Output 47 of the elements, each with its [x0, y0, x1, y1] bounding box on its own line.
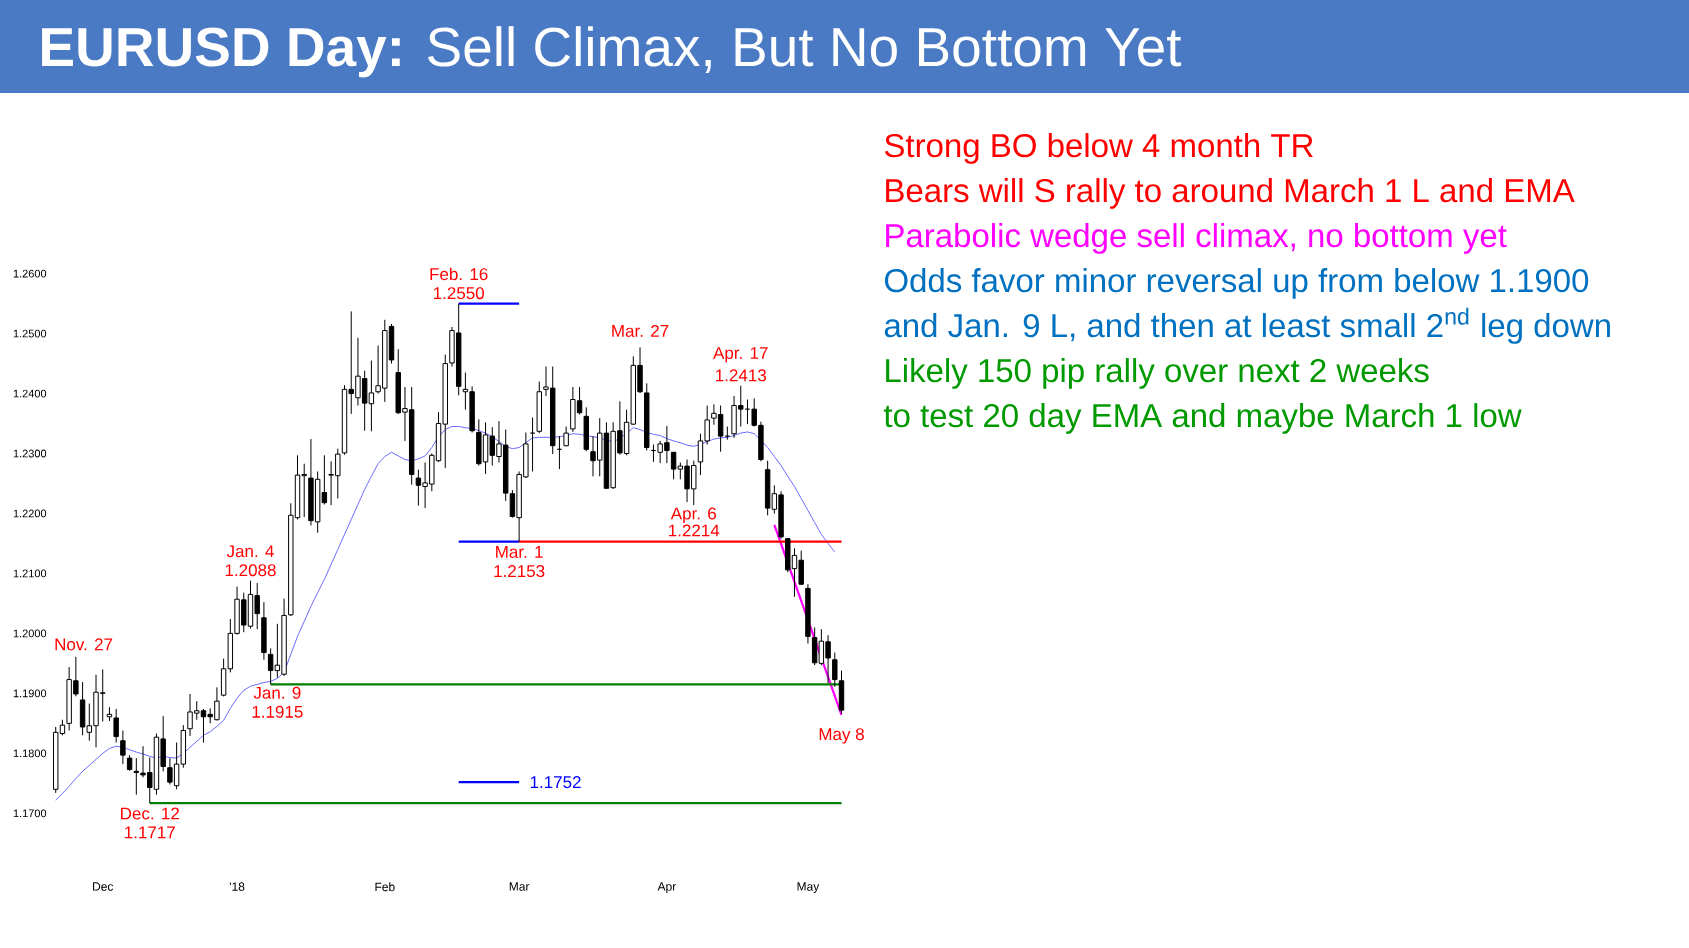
- annotation: 1.1915: [252, 705, 303, 718]
- annotation: 1.1717: [125, 826, 175, 839]
- y-tick-label: 1.2500: [13, 329, 47, 338]
- annotation: 1.2088: [225, 564, 276, 577]
- series-label: 1.1752: [530, 776, 581, 789]
- y-tick-label: 1.2100: [13, 569, 47, 578]
- annotation: Jan. 4: [226, 545, 274, 558]
- text: Odds favor minor reversal up from below 1.1900: [884, 268, 1589, 299]
- text: and Jan. 9 L, and then at least small 2$^{nd}$ leg down: [884, 307, 1610, 344]
- text: Bears will S rally to around March 1 L and EMA: [886, 178, 1575, 209]
- annotation: Mar. 1: [496, 546, 543, 558]
- x-tick-label: Apr: [657, 882, 677, 894]
- candlestick: [556, 435, 563, 470]
- candlestick: [113, 708, 119, 744]
- text: Strong BO below 4 month TR: [884, 133, 1313, 164]
- y-tick-label: 1.2400: [13, 389, 47, 398]
- y-tick-label: 1.1700: [13, 809, 47, 818]
- y-tick-label: 1.1800: [13, 749, 47, 758]
- annotation: Feb. 16: [430, 267, 488, 281]
- candlestick: [832, 652, 838, 688]
- text: Parabolic wedge sell climax, no bottom yet: [886, 223, 1507, 254]
- candlestick: [120, 730, 126, 765]
- annotation: May 8: [819, 728, 864, 744]
- annotation: Jan. 9: [253, 686, 301, 699]
- annotation: Mar. 27: [612, 324, 669, 337]
- annotation: Apr. 17: [713, 347, 768, 363]
- x-tick-label: Feb: [375, 882, 395, 892]
- chart-title: EURUSD Day: Sell Climax, But No Bottom Yet: [42, 26, 1182, 78]
- x-tick-label: '18: [229, 882, 245, 891]
- annotation: 1.2413: [716, 369, 767, 382]
- x-tick-label: May: [797, 882, 820, 894]
- y-tick-label: 1.1900: [13, 689, 47, 698]
- annotation: 1.2550: [433, 287, 484, 300]
- y-tick-label: 1.2200: [13, 509, 47, 518]
- y-tick-label: 1.2300: [13, 449, 47, 458]
- x-tick-label: Mar: [509, 882, 530, 891]
- annotation: Dec. 12: [121, 807, 179, 820]
- y-tick-label: 1.2000: [13, 629, 47, 638]
- x-tick-label: Dec: [93, 882, 114, 891]
- annotation: Apr. 6: [670, 507, 716, 523]
- annotation: Nov. 27: [55, 638, 113, 651]
- text: to test 20 day EMA and maybe March 1 low: [883, 403, 1522, 434]
- text: Likely 150 pip rally over next 2 weeks: [886, 358, 1429, 389]
- annotation: 1.2214: [669, 524, 720, 537]
- annotation: 1.2153: [494, 565, 545, 578]
- candlestick: [529, 417, 536, 472]
- y-tick-label: 1.2600: [13, 269, 47, 278]
